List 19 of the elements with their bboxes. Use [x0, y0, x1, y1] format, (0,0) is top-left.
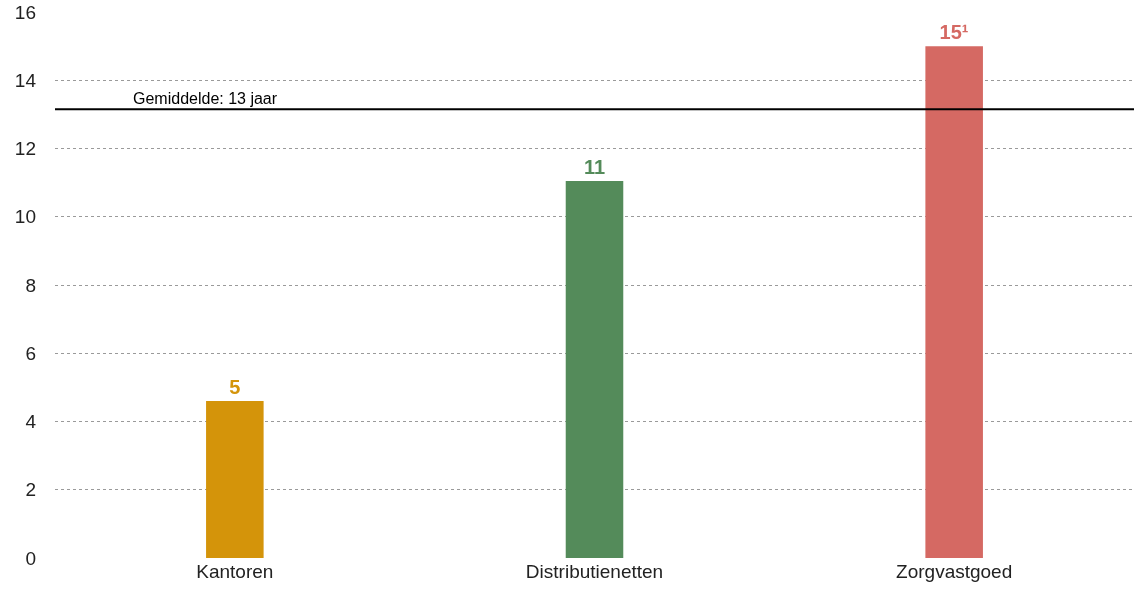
bar: [925, 46, 983, 558]
y-tick-label: 4: [25, 411, 37, 433]
x-tick-label: Distributienetten: [525, 561, 664, 582]
data-label: 11: [583, 155, 606, 178]
x-tick-label: Kantoren: [196, 561, 274, 582]
y-tick-label: 8: [25, 274, 36, 296]
y-tick-label: 2: [25, 479, 36, 501]
x-tick-label: Zorgvastgoed: [896, 561, 1013, 582]
ref-line-label: Gemiddelde: 13 jaar: [133, 90, 278, 107]
y-tick-label: 16: [14, 1, 36, 23]
y-tick-label: 14: [14, 69, 37, 91]
bar: [565, 180, 624, 558]
y-tick-label: 6: [25, 342, 36, 364]
data-label: 15¹: [939, 21, 969, 44]
y-tick-label: 10: [14, 206, 36, 228]
bar: [206, 401, 264, 558]
y-tick-label: 12: [14, 138, 36, 160]
y-tick-label: 0: [25, 547, 36, 569]
data-label: 5: [229, 376, 241, 399]
